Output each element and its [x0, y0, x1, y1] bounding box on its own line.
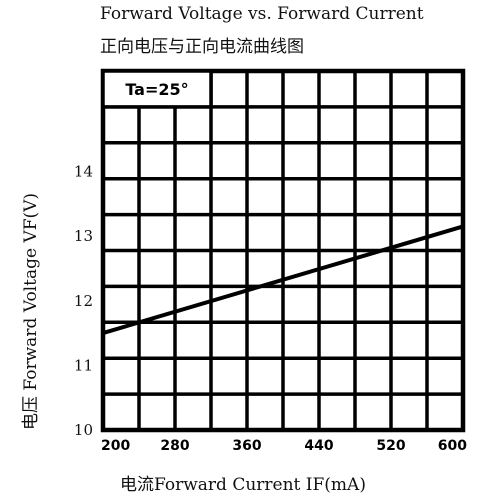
y-tick-label: 10: [74, 421, 93, 439]
x-tick-label: 200: [101, 438, 130, 454]
y-tick-label: 14: [74, 163, 93, 181]
chart-series: [102, 224, 464, 335]
x-tick-labels: 200 280 360 440 520 600: [101, 438, 467, 454]
y-tick-label: 13: [74, 227, 93, 245]
x-tick-label: 520: [376, 438, 405, 454]
series-line: [102, 224, 464, 335]
annotation-box: [101, 69, 213, 109]
y-tick-label: 11: [74, 356, 93, 374]
plot-border: [100, 68, 466, 433]
x-axis-label: 电流Forward Current IF(mA): [120, 475, 366, 495]
y-tick-labels: 10 11 12 13 14: [74, 163, 93, 439]
chart-grid: [103, 71, 463, 430]
chart-frame: [100, 68, 466, 433]
x-tick-label: 600: [438, 438, 467, 454]
annotation-label: Ta=25°: [125, 80, 188, 99]
chart-subtitle: 正向电压与正向电流曲线图: [100, 37, 304, 57]
y-tick-label: 12: [74, 292, 93, 310]
annotation-group: Ta=25°: [101, 69, 213, 109]
x-tick-label: 360: [232, 438, 261, 454]
chart-title: Forward Voltage vs. Forward Current: [100, 4, 424, 24]
x-tick-label: 440: [304, 438, 333, 454]
x-tick-label: 280: [160, 438, 189, 454]
